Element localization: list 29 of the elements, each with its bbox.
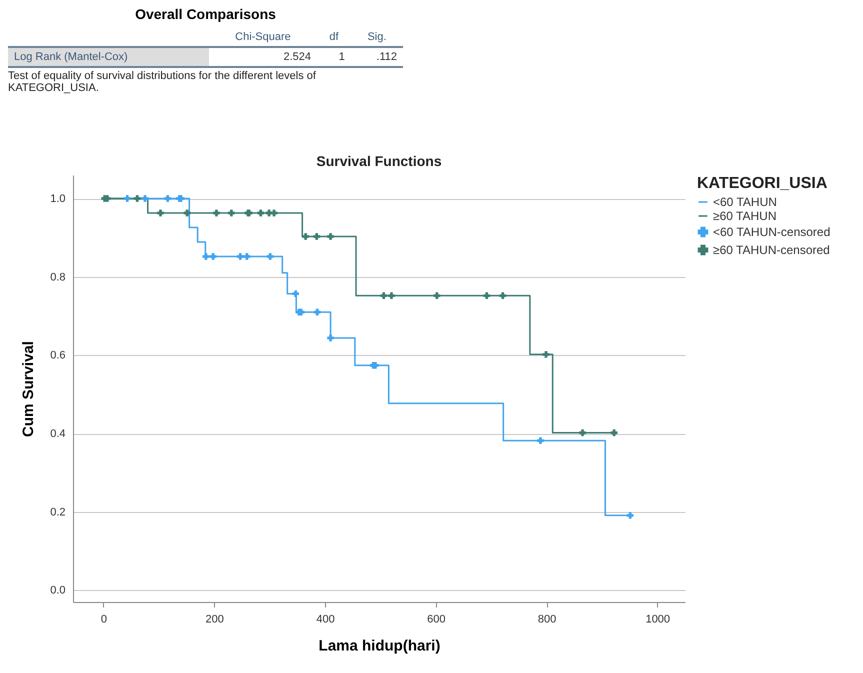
- y-tick-label: 0.8: [50, 271, 66, 284]
- x-tick-label: 200: [206, 614, 224, 626]
- legend-label: <60 TAHUN-censored: [713, 225, 830, 239]
- legend-label: ≥60 TAHUN: [713, 209, 776, 223]
- x-tick-label: 400: [316, 614, 335, 626]
- x-axis-title: Lama hidup(hari): [318, 638, 440, 654]
- text: Log Rank (Mantel-Cox): [8, 47, 209, 67]
- text: Sig.: [350, 28, 403, 47]
- x-tick-label: 800: [538, 614, 556, 626]
- text: 1: [317, 47, 351, 67]
- y-tick-label: 0.6: [50, 350, 66, 362]
- legend-label: <60 TAHUN: [713, 195, 777, 209]
- x-tick-label: 1000: [646, 614, 670, 626]
- y-tick-label: 0.4: [50, 428, 66, 440]
- x-tick-label: 600: [427, 614, 446, 626]
- x-tick-label: 0: [100, 614, 108, 626]
- y-tick-label: 1.0: [50, 193, 66, 206]
- legend-label: ≥60 TAHUN-censored: [713, 243, 830, 257]
- text: 2.524: [208, 47, 318, 67]
- text: df: [317, 28, 351, 47]
- text: Chi-Square: [208, 28, 318, 47]
- y-tick-label: 0.2: [50, 506, 66, 518]
- legend-title: KATEGORI_USIA: [697, 175, 828, 192]
- text: Overall Comparisons: [134, 6, 277, 22]
- y-tick-label: 0.0: [50, 584, 66, 597]
- chart-title: Survival Functions: [316, 153, 442, 169]
- text: Test of equality of survival distributions for the different levels of KATEGORI_USIA.: [8, 70, 317, 94]
- y-axis-title: Cum Survival: [20, 341, 38, 437]
- text: .112: [350, 47, 403, 67]
